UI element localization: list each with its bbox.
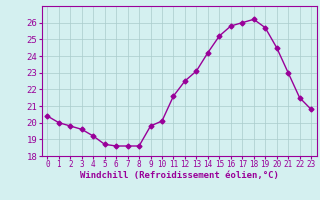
X-axis label: Windchill (Refroidissement éolien,°C): Windchill (Refroidissement éolien,°C)	[80, 171, 279, 180]
